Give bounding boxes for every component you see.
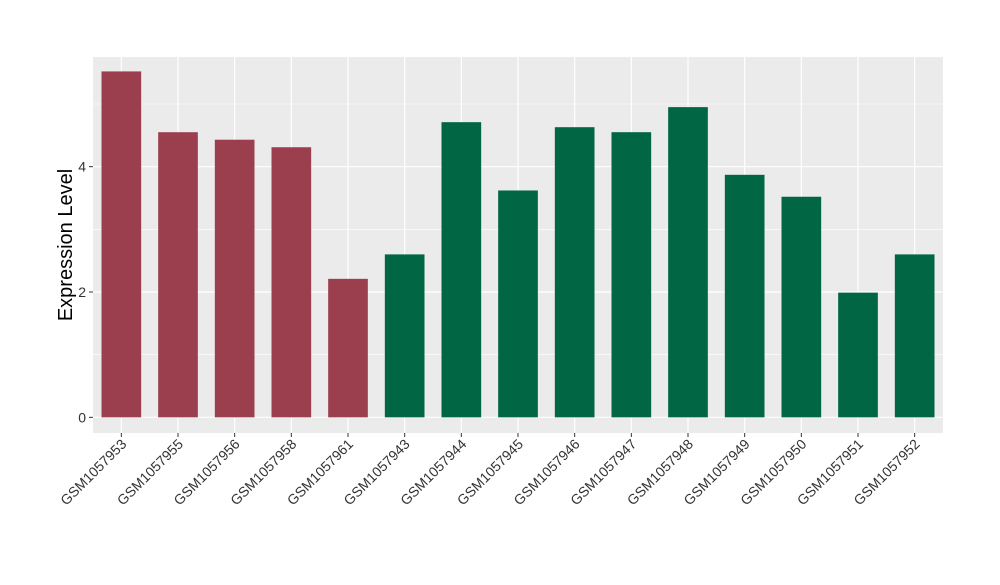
y-tick-label: 0 (78, 409, 86, 425)
bar-GSM1057946 (554, 127, 595, 418)
bar-GSM1057951 (838, 292, 878, 418)
bar-GSM1057953 (101, 71, 142, 418)
y-axis: 0 2 4 (78, 159, 93, 425)
bar-GSM1057952 (894, 254, 935, 418)
y-axis-label: Expression Level (55, 169, 77, 321)
bar-GSM1057949 (724, 174, 765, 418)
bar-GSM1057955 (158, 132, 198, 418)
bar-GSM1057958 (271, 147, 312, 418)
bars (101, 71, 935, 418)
y-tick-label: 2 (78, 284, 86, 300)
bar-GSM1057956 (214, 139, 255, 418)
x-axis: GSM1057953GSM1057955GSM1057956GSM1057958… (57, 433, 923, 508)
bar-GSM1057944 (441, 122, 482, 418)
bar-GSM1057945 (498, 190, 538, 418)
bar-GSM1057961 (328, 278, 368, 418)
bar-GSM1057950 (781, 196, 822, 418)
y-tick-label: 4 (78, 159, 86, 175)
bar-GSM1057948 (668, 107, 708, 418)
bar-GSM1057947 (611, 132, 652, 418)
bar-GSM1057943 (384, 254, 425, 418)
